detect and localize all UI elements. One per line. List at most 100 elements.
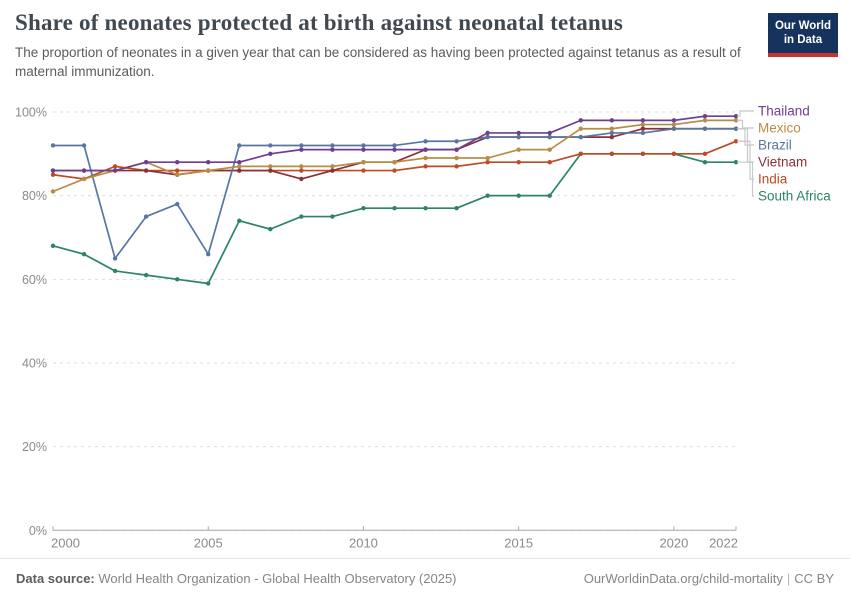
data-point-thailand-2008 <box>299 147 304 152</box>
owid-link[interactable]: OurWorldinData.org/child-mortality <box>583 571 783 586</box>
data-point-mexico-2016 <box>547 147 552 152</box>
data-point-mexico-2021 <box>702 118 708 123</box>
data-point-india-2015 <box>516 159 521 165</box>
data-point-south-africa-2001 <box>81 252 87 257</box>
data-point-mexico-2017 <box>578 126 583 131</box>
series-line-thailand[interactable] <box>50 113 739 173</box>
data-point-mexico-2012 <box>423 155 428 161</box>
data-point-brazil-2020 <box>671 126 677 131</box>
data-point-mexico-2000 <box>50 189 56 194</box>
x-tick-label-2010: 2010 <box>349 535 378 550</box>
data-point-south-africa-2014 <box>485 193 490 198</box>
legend-label-india[interactable]: India <box>758 172 788 187</box>
data-point-india-2002 <box>112 164 118 169</box>
data-point-india-2017 <box>578 151 583 157</box>
x-tick-label-2005: 2005 <box>194 535 223 550</box>
data-point-thailand-2020 <box>671 118 677 123</box>
legend-connector-mexico <box>737 119 754 129</box>
data-point-vietnam-2018 <box>609 134 615 140</box>
data-point-thailand-2016 <box>547 130 552 136</box>
series-line-brazil[interactable] <box>50 126 739 261</box>
data-point-brazil-2014 <box>485 134 490 140</box>
line-chart[interactable]: 0% 20% 40% 60% 80% 100% 2000 2005 2010 2015 2020 20… <box>0 90 850 556</box>
data-point-india-2022 <box>733 139 739 144</box>
data-point-india-2011 <box>392 168 397 173</box>
data-point-brazil-2021 <box>702 126 708 131</box>
data-point-brazil-2016 <box>547 134 552 140</box>
data-point-vietnam-2019 <box>640 126 646 131</box>
data-point-mexico-2006 <box>237 164 242 169</box>
data-source-label: Data source: <box>16 571 95 586</box>
y-tick-label-40: 40% <box>22 356 47 370</box>
data-point-brazil-2022 <box>733 126 739 131</box>
data-point-brazil-2005 <box>206 252 211 257</box>
data-point-thailand-2000 <box>50 168 56 173</box>
data-point-mexico-2015 <box>516 147 521 152</box>
data-point-thailand-2019 <box>640 118 646 123</box>
data-point-thailand-2002 <box>112 168 118 173</box>
y-tick-label-60: 60% <box>22 273 47 287</box>
data-point-south-africa-2012 <box>423 206 428 211</box>
data-point-mexico-2004 <box>174 172 180 177</box>
legend-connector-india <box>737 140 754 180</box>
data-point-south-africa-2010 <box>361 206 366 211</box>
data-point-south-africa-2005 <box>206 281 211 286</box>
data-point-brazil-2017 <box>578 134 583 140</box>
data-point-india-2000 <box>50 172 56 177</box>
data-point-thailand-2017 <box>578 118 583 123</box>
series-line-mexico[interactable] <box>50 118 739 194</box>
data-point-thailand-2007 <box>268 151 273 157</box>
data-point-south-africa-2022 <box>733 159 739 165</box>
data-point-india-2013 <box>454 164 459 169</box>
owid-logo-line2: in Data <box>783 34 823 47</box>
data-point-thailand-2011 <box>392 147 397 152</box>
data-point-vietnam-2006 <box>237 168 242 173</box>
data-point-thailand-2018 <box>609 118 615 123</box>
data-point-brazil-2010 <box>361 143 366 148</box>
data-point-thailand-2003 <box>143 159 149 165</box>
data-point-india-2021 <box>702 151 708 157</box>
data-point-thailand-2001 <box>81 168 87 173</box>
data-point-brazil-2019 <box>640 130 646 136</box>
data-point-south-africa-2007 <box>268 226 273 232</box>
chart-footer: Data source: World Health Organization -… <box>0 558 850 600</box>
data-point-brazil-2006 <box>237 143 242 148</box>
owid-logo-line1: Our World <box>774 20 831 32</box>
data-point-brazil-2015 <box>516 134 521 140</box>
data-point-mexico-2010 <box>361 159 366 165</box>
data-point-thailand-2013 <box>454 147 459 152</box>
legend-connector-brazil <box>737 128 754 146</box>
legend-label-mexico[interactable]: Mexico <box>758 121 801 136</box>
legend-label-thailand[interactable]: Thailand <box>758 104 810 119</box>
data-source-text: World Health Organization - Global Healt… <box>94 571 457 586</box>
data-point-thailand-2004 <box>174 159 180 165</box>
data-point-india-2016 <box>547 159 552 165</box>
data-point-south-africa-2011 <box>392 206 397 211</box>
chart-area: 0% 20% 40% 60% 80% 100% 2000 2005 2010 2015 2020 20… <box>0 90 850 556</box>
data-point-vietnam-2009 <box>330 168 335 173</box>
owid-logo[interactable]: Our World in Data <box>767 13 838 57</box>
data-point-brazil-2004 <box>174 201 180 207</box>
legend-connector-south-africa <box>737 161 754 197</box>
legend-label-vietnam[interactable]: Vietnam <box>758 155 807 170</box>
data-point-south-africa-2002 <box>112 268 118 274</box>
data-point-brazil-2007 <box>268 143 273 148</box>
data-point-mexico-2008 <box>299 164 304 169</box>
y-tick-label-100: 100% <box>15 106 47 120</box>
data-point-south-africa-2006 <box>237 218 242 223</box>
data-point-mexico-2005 <box>206 168 211 173</box>
data-point-brazil-2000 <box>50 143 56 148</box>
data-point-thailand-2006 <box>237 159 242 165</box>
x-tick-label-2015: 2015 <box>504 535 533 550</box>
data-point-south-africa-2004 <box>174 277 180 282</box>
legend-label-south-africa[interactable]: South Africa <box>758 189 831 204</box>
data-point-india-2008 <box>299 168 304 173</box>
data-point-india-2004 <box>174 168 180 173</box>
data-point-mexico-2009 <box>330 164 335 169</box>
y-tick-label-20: 20% <box>22 440 47 454</box>
legend-label-brazil[interactable]: Brazil <box>758 138 792 153</box>
data-point-brazil-2018 <box>609 130 615 136</box>
data-point-india-2014 <box>485 159 490 165</box>
legend-connector-thailand <box>737 110 754 117</box>
chart-subtitle: The proportion of neonates in a given ye… <box>15 45 741 79</box>
